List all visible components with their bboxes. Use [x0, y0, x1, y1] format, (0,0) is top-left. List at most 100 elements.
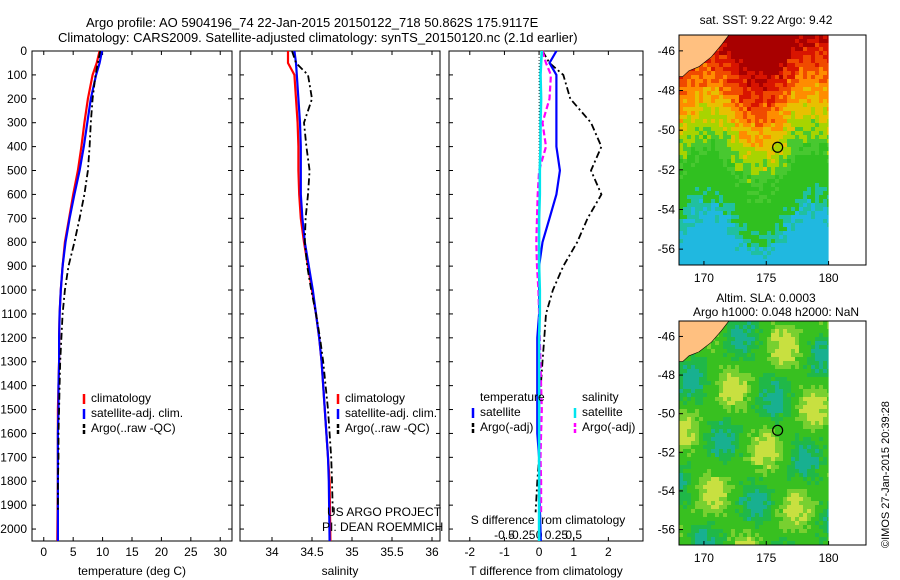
heatmap-cell	[803, 203, 807, 207]
heatmap-cell	[747, 219, 751, 223]
heatmap-cell	[727, 231, 731, 235]
heatmap-cell	[699, 369, 703, 373]
heatmap-cell	[799, 127, 803, 131]
heatmap-cell	[811, 175, 815, 179]
heatmap-cell	[823, 215, 827, 219]
heatmap-cell	[807, 235, 811, 239]
heatmap-cell	[735, 243, 739, 247]
heatmap-cell	[687, 151, 691, 155]
heatmap-cell	[819, 175, 823, 179]
heatmap-cell	[751, 75, 755, 79]
heatmap-cell	[711, 521, 715, 525]
heatmap-cell	[747, 91, 751, 95]
heatmap-cell	[711, 111, 715, 115]
heatmap-cell	[707, 505, 711, 509]
heatmap-cell	[739, 465, 743, 469]
heatmap-cell	[775, 393, 779, 397]
heatmap-cell	[815, 147, 819, 151]
heatmap-cell	[691, 441, 695, 445]
heatmap-cell	[723, 239, 727, 243]
heatmap-cell	[779, 143, 783, 147]
heatmap-cell	[735, 357, 739, 361]
heatmap-cell	[679, 509, 683, 513]
heatmap-cell	[783, 321, 787, 325]
heatmap-cell	[723, 55, 727, 59]
heatmap-cell	[759, 485, 763, 489]
heatmap-cell	[767, 477, 771, 481]
heatmap-cell	[759, 239, 763, 243]
x-tick-label: 35	[345, 545, 359, 559]
heatmap-cell	[799, 135, 803, 139]
heatmap-cell	[767, 369, 771, 373]
heatmap-cell	[759, 235, 763, 239]
heatmap-cell	[791, 397, 795, 401]
heatmap-cell	[755, 51, 759, 55]
x-tick-label: 35.5	[380, 545, 404, 559]
heatmap-cell	[807, 429, 811, 433]
heatmap-cell	[679, 461, 683, 465]
heatmap-cell	[715, 115, 719, 119]
heatmap-cell	[739, 377, 743, 381]
heatmap-cell	[783, 349, 787, 353]
heatmap-cell	[703, 131, 707, 135]
heatmap-cell	[811, 493, 815, 497]
s-tick-label: 0.25	[545, 528, 569, 542]
heatmap-cell	[759, 159, 763, 163]
heatmap-cell	[719, 421, 723, 425]
heatmap-cell	[687, 235, 691, 239]
heatmap-cell	[699, 409, 703, 413]
heatmap-cell	[815, 361, 819, 365]
heatmap-cell	[763, 517, 767, 521]
heatmap-cell	[783, 115, 787, 119]
heatmap-cell	[715, 55, 719, 59]
heatmap-cell	[711, 207, 715, 211]
heatmap-cell	[811, 377, 815, 381]
heatmap-cell	[807, 75, 811, 79]
heatmap-cell	[795, 259, 799, 263]
heatmap-cell	[703, 525, 707, 529]
heatmap-cell	[807, 67, 811, 71]
heatmap-cell	[779, 329, 783, 333]
heatmap-cell	[799, 63, 803, 67]
heatmap-cell	[715, 195, 719, 199]
heatmap-cell	[811, 91, 815, 95]
heatmap-cell	[815, 123, 819, 127]
heatmap-cell	[799, 465, 803, 469]
heatmap-cell	[823, 377, 827, 381]
heatmap-cell	[695, 103, 699, 107]
heatmap-cell	[743, 453, 747, 457]
heatmap-cell	[779, 191, 783, 195]
heatmap-cell	[707, 139, 711, 143]
heatmap-cell	[787, 143, 791, 147]
heatmap-cell	[687, 99, 691, 103]
heatmap-cell	[707, 453, 711, 457]
heatmap-cell	[735, 417, 739, 421]
heatmap-cell	[723, 421, 727, 425]
heatmap-cell	[775, 449, 779, 453]
heatmap-cell	[763, 191, 767, 195]
heatmap-cell	[775, 493, 779, 497]
heatmap-cell	[723, 163, 727, 167]
heatmap-cell	[783, 247, 787, 251]
heatmap-cell	[691, 373, 695, 377]
heatmap-cell	[803, 501, 807, 505]
heatmap-cell	[811, 437, 815, 441]
heatmap-cell	[747, 321, 751, 325]
heatmap-cell	[815, 449, 819, 453]
y-tick-label: 1900	[0, 498, 27, 512]
heatmap-cell	[799, 373, 803, 377]
heatmap-cell	[799, 39, 803, 43]
heatmap-cell	[751, 67, 755, 71]
heatmap-cell	[727, 505, 731, 509]
heatmap-cell	[687, 227, 691, 231]
heatmap-cell	[815, 541, 819, 545]
heatmap-cell	[699, 91, 703, 95]
heatmap-cell	[707, 401, 711, 405]
credit-text: ©IMOS 27-Jan-2015 20:39:28	[880, 401, 892, 548]
heatmap-cell	[739, 501, 743, 505]
heatmap-cell	[767, 397, 771, 401]
heatmap-cell	[695, 195, 699, 199]
heatmap-cell	[747, 151, 751, 155]
heatmap-cell	[807, 251, 811, 255]
heatmap-cell	[711, 357, 715, 361]
